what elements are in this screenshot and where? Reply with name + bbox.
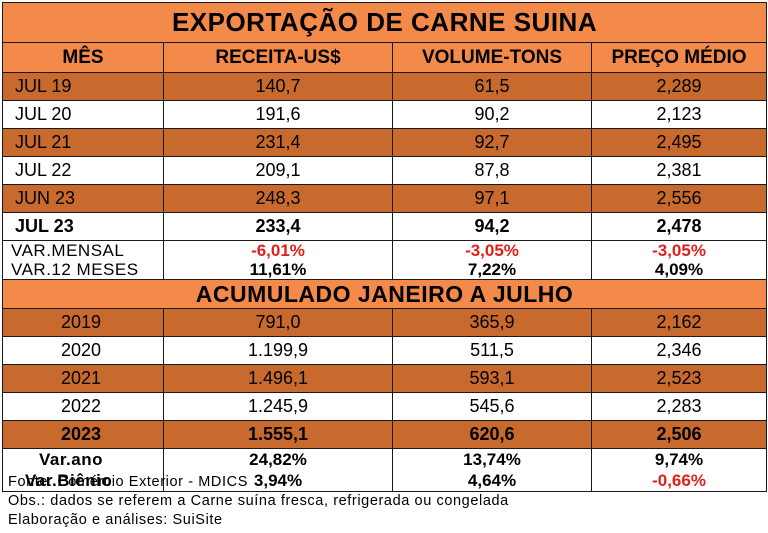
table-row: 2022 1.245,9 545,6 2,283 [2, 392, 768, 421]
table-row: 2019 791,0 365,9 2,162 [2, 308, 768, 337]
table-row: 2021 1.496,1 593,1 2,523 [2, 364, 768, 393]
volume-cell: 545,6 [392, 392, 592, 421]
volume-cell: 90,2 [392, 100, 592, 129]
var-label: VAR.MENSAL [2, 240, 164, 260]
preco-cell: 2,478 [590, 212, 768, 241]
var-volume: 4,64% [392, 470, 592, 492]
volume-cell: 92,7 [392, 128, 592, 157]
row-label: JUL 20 [2, 100, 164, 129]
obs-note: Obs.: dados se referem a Carne suína fre… [8, 493, 509, 509]
volume-cell: 94,2 [392, 212, 592, 241]
volume-cell: 620,6 [392, 420, 592, 449]
preco-cell: 2,123 [590, 100, 768, 129]
receita-cell: 1.199,9 [163, 336, 393, 365]
preco-cell: 2,495 [590, 128, 768, 157]
section-title-row: ACUMULADO JANEIRO A JULHO [1, 279, 768, 309]
var-preco: -3,05% [590, 240, 768, 260]
var-12-meses-row: VAR.12 MESES 11,61% 7,22% 4,09% [2, 260, 768, 280]
preco-cell: 2,283 [590, 392, 768, 421]
export-table: EXPORTAÇÃO DE CARNE SUINA MÊS RECEITA-US… [1, 2, 768, 492]
var-volume: -3,05% [392, 240, 592, 260]
row-label: 2021 [2, 364, 164, 393]
table-row-current: 2023 1.555,1 620,6 2,506 [2, 420, 768, 449]
var-volume: 13,74% [392, 448, 592, 470]
source-note: Fonte: Comércio Exterior - MDICS [8, 474, 248, 490]
table-title: EXPORTAÇÃO DE CARNE SUINA [1, 2, 768, 43]
receita-cell: 209,1 [163, 156, 393, 185]
table-row: JUL 20 191,6 90,2 2,123 [2, 100, 768, 129]
receita-cell: 1.245,9 [163, 392, 393, 421]
receita-cell: 140,7 [163, 72, 393, 101]
row-label: 2020 [2, 336, 164, 365]
preco-cell: 2,346 [590, 336, 768, 365]
header-volume: VOLUME-TONS [392, 42, 592, 73]
row-label: JUN 23 [2, 184, 164, 213]
volume-cell: 593,1 [392, 364, 592, 393]
title-row: EXPORTAÇÃO DE CARNE SUINA [1, 2, 768, 43]
row-label: 2019 [2, 308, 164, 337]
var-ano-row: Var.ano 24,82% 13,74% 9,74% [2, 448, 768, 470]
table-row: 2020 1.199,9 511,5 2,346 [2, 336, 768, 365]
var-receita: -6,01% [163, 240, 393, 260]
header-mes: MÊS [2, 42, 164, 73]
table-row: JUL 21 231,4 92,7 2,495 [2, 128, 768, 157]
row-label: 2022 [2, 392, 164, 421]
volume-cell: 365,9 [392, 308, 592, 337]
receita-cell: 791,0 [163, 308, 393, 337]
volume-cell: 511,5 [392, 336, 592, 365]
preco-cell: 2,523 [590, 364, 768, 393]
volume-cell: 97,1 [392, 184, 592, 213]
preco-cell: 2,506 [590, 420, 768, 449]
var-mensal-row: VAR.MENSAL -6,01% -3,05% -3,05% [2, 240, 768, 260]
receita-cell: 191,6 [163, 100, 393, 129]
receita-cell: 1.496,1 [163, 364, 393, 393]
row-label: JUL 23 [2, 212, 164, 241]
preco-cell: 2,381 [590, 156, 768, 185]
var-label: VAR.12 MESES [2, 260, 164, 280]
table-row: JUL 19 140,7 61,5 2,289 [2, 72, 768, 101]
author-note: Elaboração e análises: SuiSite [8, 512, 223, 528]
preco-cell: 2,162 [590, 308, 768, 337]
var-preco: 9,74% [590, 448, 768, 470]
var-label: Var.ano [2, 448, 164, 470]
var-receita: 24,82% [163, 448, 393, 470]
receita-cell: 1.555,1 [163, 420, 393, 449]
footnotes: Fonte: Comércio Exterior - MDICS Obs.: d… [8, 473, 509, 530]
header-preco: PREÇO MÉDIO [590, 42, 768, 73]
receita-cell: 231,4 [163, 128, 393, 157]
preco-cell: 2,289 [590, 72, 768, 101]
row-label: JUL 21 [2, 128, 164, 157]
var-label: Var.Biênio [2, 470, 164, 492]
header-row: MÊS RECEITA-US$ VOLUME-TONS PREÇO MÉDIO [2, 42, 768, 73]
var-receita: 3,94% [163, 470, 393, 492]
var-volume: 7,22% [392, 260, 592, 280]
var-receita: 11,61% [163, 260, 393, 280]
receita-cell: 233,4 [163, 212, 393, 241]
row-label: JUL 22 [2, 156, 164, 185]
var-preco: -0,66% [590, 470, 768, 492]
export-table-sheet: EXPORTAÇÃO DE CARNE SUINA MÊS RECEITA-US… [1, 2, 768, 492]
table-row: JUL 22 209,1 87,8 2,381 [2, 156, 768, 185]
var-preco: 4,09% [590, 260, 768, 280]
row-label: 2023 [2, 420, 164, 449]
table-row: JUN 23 248,3 97,1 2,556 [2, 184, 768, 213]
header-receita: RECEITA-US$ [163, 42, 393, 73]
receita-cell: 248,3 [163, 184, 393, 213]
table-row-current: JUL 23 233,4 94,2 2,478 [2, 212, 768, 241]
section-title: ACUMULADO JANEIRO A JULHO [1, 279, 768, 309]
volume-cell: 87,8 [392, 156, 592, 185]
row-label: JUL 19 [2, 72, 164, 101]
volume-cell: 61,5 [392, 72, 592, 101]
preco-cell: 2,556 [590, 184, 768, 213]
var-bienio-row: Var.Biênio 3,94% 4,64% -0,66% [2, 470, 768, 492]
